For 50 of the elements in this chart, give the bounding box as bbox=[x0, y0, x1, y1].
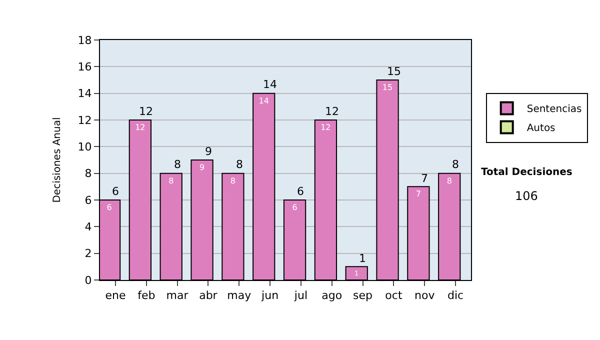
data-label: 9 bbox=[199, 163, 205, 172]
data-label: 15 bbox=[382, 83, 393, 92]
data-label: 8 bbox=[230, 176, 236, 186]
data-label: 8 bbox=[446, 176, 452, 186]
text: 106 bbox=[515, 189, 538, 203]
y-tick-label: 10 bbox=[78, 140, 92, 154]
x-tick-label: feb bbox=[138, 289, 156, 302]
annotation: 14 bbox=[263, 78, 277, 91]
y-tick-label: 0 bbox=[84, 274, 92, 287]
x-tick-label: ago bbox=[322, 289, 342, 302]
data-label: 7 bbox=[416, 190, 421, 199]
y-tick-label: 14 bbox=[78, 87, 92, 100]
data-label: 6 bbox=[106, 203, 112, 212]
annotation: 15 bbox=[387, 65, 401, 78]
x-tick-label: jun bbox=[260, 289, 279, 302]
x-tick-label: sep bbox=[353, 289, 373, 302]
data-label: 6 bbox=[292, 203, 298, 212]
x-tick-label: oct bbox=[385, 289, 403, 302]
x-tick-label: may bbox=[227, 289, 252, 302]
y-tick-label: 16 bbox=[78, 60, 92, 74]
legend-label: Sentencias bbox=[526, 104, 582, 116]
data-label: 12 bbox=[320, 123, 331, 132]
y-tick-label: 18 bbox=[78, 34, 92, 47]
x-tick-label: jul bbox=[293, 289, 308, 302]
y-tick-label: 6 bbox=[84, 194, 92, 207]
x-tick-label: ene bbox=[105, 289, 126, 302]
annotation: 12 bbox=[139, 105, 153, 118]
data-label: 8 bbox=[168, 176, 174, 186]
y-tick-label: 4 bbox=[84, 220, 92, 234]
annotation: 6 bbox=[112, 185, 119, 198]
y-tick-label: 2 bbox=[84, 247, 92, 260]
legend-label: Autos bbox=[526, 123, 556, 134]
x-tick-label: abr bbox=[199, 289, 218, 302]
annotation: 8 bbox=[174, 158, 181, 171]
data-label: 12 bbox=[135, 123, 146, 132]
annotation: 7 bbox=[421, 172, 428, 185]
annotation: 8 bbox=[236, 158, 243, 171]
data-label: 14 bbox=[258, 96, 269, 106]
x-tick-label: nov bbox=[414, 289, 436, 302]
x-tick-label: dic bbox=[447, 289, 464, 302]
annotation: 9 bbox=[205, 145, 212, 158]
annotation: 12 bbox=[325, 105, 339, 118]
annotation: 8 bbox=[452, 158, 459, 171]
x-tick-label: mar bbox=[166, 289, 189, 302]
y-axis-title: Decisiones Anual bbox=[52, 117, 63, 203]
y-tick-label: 8 bbox=[84, 167, 92, 180]
annotation: 1 bbox=[359, 252, 366, 265]
annotation: 6 bbox=[297, 185, 304, 198]
text: Total Decisiones bbox=[481, 167, 572, 178]
y-tick-label: 12 bbox=[78, 114, 92, 127]
